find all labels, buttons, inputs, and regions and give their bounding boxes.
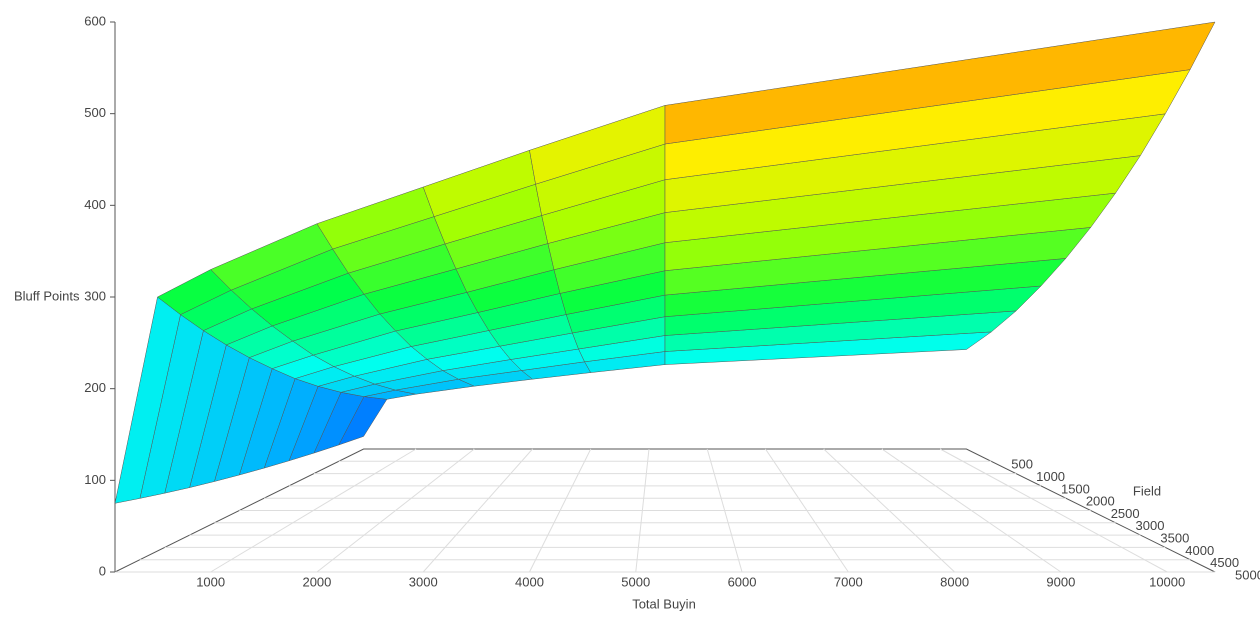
z-tick-label: 4500 <box>1210 555 1239 570</box>
y-tick-label: 0 <box>99 563 106 578</box>
y-tick-label: 500 <box>84 105 106 120</box>
x-tick-label: 7000 <box>834 574 863 589</box>
x-axis-label: Total Buyin <box>632 596 696 611</box>
y-axis-label: Bluff Points <box>14 288 80 303</box>
z-tick-label: 1000 <box>1036 469 1065 484</box>
y-tick-label: 100 <box>84 472 106 487</box>
x-tick-label: 2000 <box>302 574 331 589</box>
y-tick-label: 600 <box>84 13 106 28</box>
x-tick-label: 8000 <box>940 574 969 589</box>
x-tick-label: 5000 <box>621 574 650 589</box>
x-tick-label: 9000 <box>1046 574 1075 589</box>
z-tick-label: 5000 <box>1235 567 1260 582</box>
z-tick-label: 500 <box>1011 457 1033 472</box>
z-tick-label: 4000 <box>1185 543 1214 558</box>
z-tick-label: 2000 <box>1086 494 1115 509</box>
y-tick-label: 300 <box>84 288 106 303</box>
x-tick-label: 3000 <box>409 574 438 589</box>
x-tick-label: 10000 <box>1149 574 1185 589</box>
x-tick-label: 4000 <box>515 574 544 589</box>
surface-cell <box>664 21 1216 145</box>
y-tick-label: 200 <box>84 380 106 395</box>
z-tick-label: 3000 <box>1136 518 1165 533</box>
z-tick-label: 1500 <box>1061 481 1090 496</box>
z-tick-label: 3500 <box>1160 531 1189 546</box>
z-tick-label: 2500 <box>1111 506 1140 521</box>
y-tick-label: 400 <box>84 197 106 212</box>
z-axis-label: Field <box>1133 483 1161 498</box>
x-tick-label: 6000 <box>728 574 757 589</box>
x-tick-label: 1000 <box>196 574 225 589</box>
